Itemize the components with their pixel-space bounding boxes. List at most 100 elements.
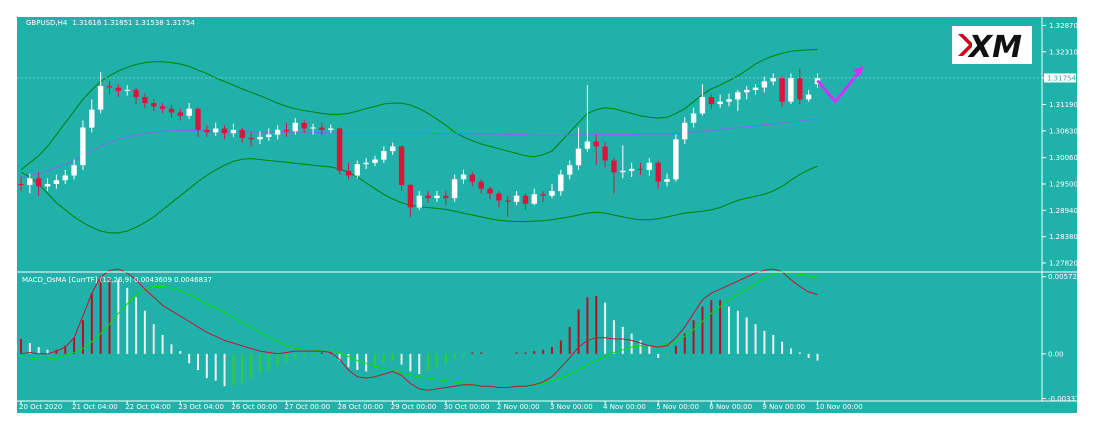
- candle-body: [336, 128, 343, 171]
- price-title: GBPUSD,H4 1.31616 1.31851 1.31538 1.31754: [26, 19, 195, 27]
- macd-y-tick-label: 0.005722: [1048, 273, 1077, 281]
- candle-body: [328, 128, 334, 130]
- candle-body: [567, 165, 573, 175]
- macd-title: MACD_OsMA [CurrTF] (12,26,9) 0.0043609 0…: [22, 276, 212, 284]
- candle-body: [478, 181, 484, 189]
- candle-body: [168, 108, 175, 113]
- candle-body: [673, 139, 679, 180]
- candle-body: [797, 78, 803, 100]
- y-tick-label: 1.30060: [1049, 154, 1077, 162]
- candle-body: [124, 89, 130, 91]
- candle-body: [620, 170, 626, 173]
- candle-body: [513, 195, 520, 202]
- forecast-arrow: [816, 65, 864, 104]
- candle-body: [770, 78, 776, 82]
- candle-body: [80, 127, 86, 166]
- x-tick-label: 3 Nov 00:00: [550, 403, 593, 411]
- candle-body: [628, 168, 635, 171]
- candle-body: [239, 129, 245, 138]
- candle-body: [97, 86, 104, 110]
- macd-histogram: [20, 277, 819, 387]
- x-tick-label: 5 Nov 00:00: [656, 403, 699, 411]
- y-tick-label: 1.32310: [1049, 48, 1077, 56]
- candle-body: [593, 141, 599, 147]
- candle-body: [735, 92, 741, 100]
- candle-body: [363, 162, 369, 165]
- candlesticks: [18, 68, 821, 217]
- x-tick-label: 6 Nov 00:00: [709, 403, 752, 411]
- logo-background: [952, 26, 1032, 64]
- macd-pane: [20, 268, 819, 391]
- price-pane: [18, 49, 864, 234]
- candle-body: [292, 122, 298, 132]
- y-tick-label: 1.29500: [1049, 180, 1077, 188]
- candle-body: [487, 188, 493, 194]
- candle-body: [646, 162, 652, 170]
- candle-body: [416, 195, 422, 208]
- candle-body: [398, 146, 405, 185]
- macd-y-tick-label: 0.00: [1048, 350, 1064, 358]
- candle-body: [310, 127, 316, 129]
- candle-body: [354, 164, 360, 176]
- candle-body: [319, 127, 325, 130]
- candle-body: [460, 174, 467, 180]
- logo-text: XM: [967, 30, 1022, 65]
- candle-body: [133, 89, 139, 97]
- candle-body: [36, 178, 42, 187]
- candle-body: [266, 134, 272, 137]
- candle-body: [18, 184, 24, 185]
- y-tick-label: 1.30630: [1049, 127, 1077, 135]
- candle-body: [44, 184, 51, 187]
- candle-body: [602, 146, 608, 161]
- x-tick-label: 10 Nov 00:00: [816, 403, 863, 411]
- candle-body: [549, 191, 555, 196]
- y-tick-label: 1.32870: [1049, 22, 1077, 30]
- x-tick-label: 30 Oct 00:00: [444, 403, 490, 411]
- candle-body: [558, 174, 564, 192]
- xm-logo: XM: [952, 26, 1032, 65]
- candle-body: [469, 174, 475, 182]
- candle-body: [159, 106, 166, 109]
- x-tick-label: 9 Nov 00:00: [762, 403, 805, 411]
- candle-body: [664, 179, 670, 182]
- candle-body: [151, 103, 157, 107]
- y-tick-label: 1.28940: [1049, 207, 1077, 215]
- candle-body: [575, 148, 582, 166]
- candle-body: [27, 178, 33, 185]
- candle-body: [301, 122, 307, 129]
- candle-body: [761, 81, 768, 88]
- candle-body: [682, 122, 688, 140]
- y-tick-label: 1.27820: [1049, 260, 1077, 268]
- candle-body: [186, 108, 192, 116]
- candle-body: [425, 195, 431, 199]
- candle-body: [505, 200, 511, 202]
- candle-body: [345, 170, 352, 176]
- candle-body: [71, 165, 77, 176]
- candle-body: [522, 195, 529, 204]
- forecast-arrow-head-icon: [852, 65, 864, 77]
- candle-body: [434, 195, 440, 199]
- candle-body: [381, 151, 387, 160]
- chart-window: GBPUSD,H4 1.31616 1.31851 1.31538 1.31754…: [17, 17, 1077, 413]
- current-price-tag: [1044, 73, 1076, 83]
- x-tick-label: 22 Oct 04:00: [125, 403, 171, 411]
- middle-band-line: [20, 118, 818, 178]
- candle-body: [62, 175, 68, 181]
- candle-body: [283, 129, 290, 132]
- candle-body: [717, 101, 723, 105]
- y-tick-label: 1.28380: [1049, 233, 1077, 241]
- candle-body: [584, 141, 591, 149]
- candle-body: [89, 109, 95, 128]
- candle-body: [744, 89, 750, 93]
- candle-body: [690, 113, 697, 123]
- candle-body: [726, 99, 732, 102]
- x-tick-label: 2 Nov 00:00: [497, 403, 540, 411]
- macd-signal-line: [20, 271, 818, 388]
- candle-body: [213, 128, 219, 133]
- candle-body: [106, 86, 113, 88]
- candle-body: [204, 129, 210, 133]
- upper-band-line: [20, 49, 818, 171]
- candle-body: [805, 94, 812, 100]
- logo-mark-icon: [958, 34, 972, 56]
- candle-body: [53, 180, 60, 184]
